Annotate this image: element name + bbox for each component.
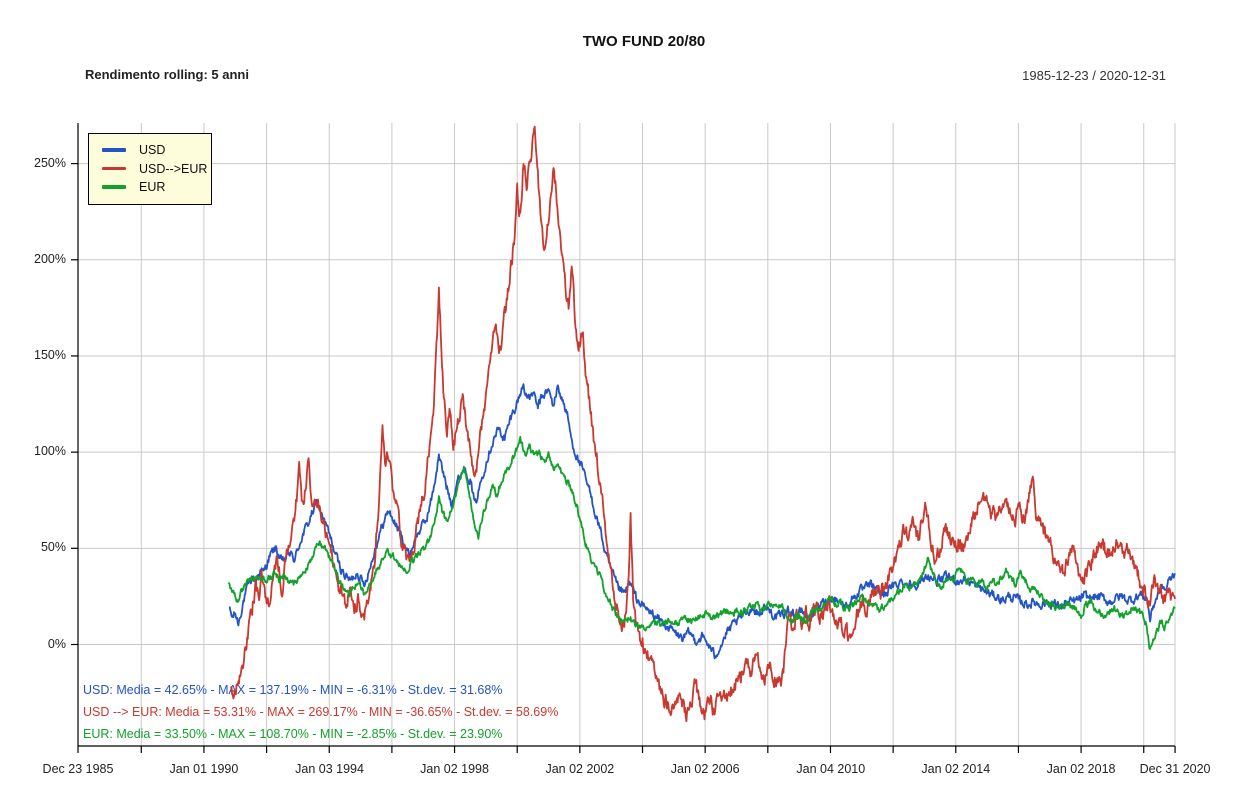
x-axis-tick-label: Dec 23 1985	[42, 762, 114, 776]
legend-label: EUR	[139, 180, 166, 194]
series-line-usd	[228, 383, 1176, 660]
x-axis-tick-label: Jan 03 1994	[295, 762, 364, 776]
legend-item-usd-eur: USD-->EUR	[89, 160, 207, 178]
legend-item-usd: USD	[89, 141, 165, 159]
x-axis-tick-label: Jan 02 2006	[670, 762, 740, 776]
x-axis-tick-label: Jan 02 2018	[1046, 762, 1116, 776]
legend-swatch	[102, 148, 126, 152]
y-axis-tick-label: 50%	[40, 540, 66, 555]
legend-swatch	[102, 185, 126, 189]
stats-line-1: USD --> EUR: Media = 53.31% - MAX = 269.…	[83, 705, 559, 719]
y-axis-tick-label: 100%	[34, 444, 66, 459]
legend-item-eur: EUR	[89, 178, 165, 196]
x-axis-tick-label: Dec 31 2020	[1139, 762, 1211, 776]
legend-label: USD	[139, 143, 166, 157]
x-axis-tick-label: Jan 04 2010	[796, 762, 866, 776]
stats-line-0: USD: Media = 42.65% - MAX = 137.19% - MI…	[83, 683, 503, 697]
y-axis-tick-label: 250%	[34, 155, 66, 170]
chart-title: TWO FUND 20/80	[582, 33, 706, 50]
y-axis-tick-label: 200%	[34, 251, 66, 266]
x-axis-tick-label: Jan 02 2002	[545, 762, 615, 776]
legend-label: USD-->EUR	[139, 161, 208, 176]
series-line-eur	[227, 435, 1176, 650]
stats-line-2: EUR: Media = 33.50% - MAX = 108.70% - MI…	[83, 727, 503, 741]
chart-subtitle: Rendimento rolling: 5 anni	[85, 67, 249, 82]
legend-swatch	[102, 166, 126, 171]
date-range-label: 1985-12-23 / 2020-12-31	[1022, 68, 1166, 83]
x-axis-tick-label: Jan 01 1990	[169, 762, 239, 776]
y-axis-tick-label: 0%	[47, 636, 66, 651]
legend-box: USD USD-->EUR EUR	[88, 133, 212, 205]
x-axis-tick-label: Jan 02 2014	[921, 762, 991, 776]
x-axis-tick-label: Jan 02 1998	[420, 762, 489, 776]
series-line-usd-eur	[230, 125, 1176, 723]
y-axis-tick-label: 150%	[34, 347, 66, 362]
